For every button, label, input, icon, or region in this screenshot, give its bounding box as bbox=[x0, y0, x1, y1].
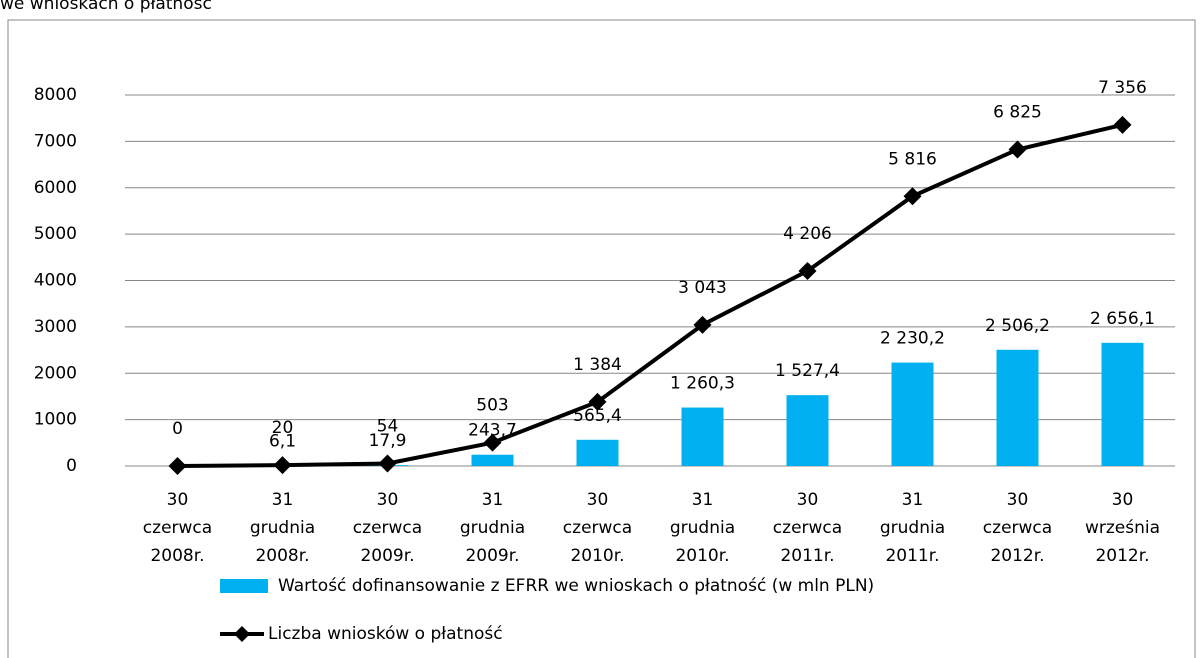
line-marker bbox=[168, 457, 187, 475]
y-tick-label: 7000 bbox=[34, 131, 77, 151]
x-tick-label: 30 bbox=[797, 490, 819, 510]
line-value-label: 7 356 bbox=[1098, 78, 1147, 98]
x-tick-label: czerwca bbox=[773, 518, 842, 538]
bar bbox=[471, 454, 514, 466]
x-tick-label: 2009r. bbox=[465, 546, 519, 566]
line-marker bbox=[903, 187, 922, 206]
x-tick-label: grudnia bbox=[670, 518, 735, 538]
x-tick-label: 30 bbox=[167, 490, 189, 510]
bar bbox=[576, 439, 619, 466]
line-marker bbox=[1008, 140, 1027, 159]
x-tick-label: czerwca bbox=[143, 518, 212, 538]
line-value-label: 1 384 bbox=[573, 355, 622, 375]
line-value-label: 0 bbox=[172, 419, 183, 439]
x-tick-label: grudnia bbox=[250, 518, 315, 538]
y-tick-label: 8000 bbox=[34, 85, 77, 105]
legend-swatch bbox=[220, 579, 268, 593]
x-tick-label: 2010r. bbox=[570, 546, 624, 566]
line-value-label: 4 206 bbox=[783, 224, 832, 244]
x-tick-label: 2011r. bbox=[885, 546, 939, 566]
x-tick-label: czerwca bbox=[563, 518, 632, 538]
x-tick-label: 2012r. bbox=[1095, 546, 1149, 566]
x-tick-label: września bbox=[1085, 518, 1160, 538]
bar-value-label: 17,9 bbox=[369, 431, 407, 451]
bar bbox=[891, 362, 934, 466]
x-tick-label: czerwca bbox=[353, 518, 422, 538]
y-tick-label: 6000 bbox=[34, 178, 77, 198]
y-tick-label: 0 bbox=[66, 456, 77, 476]
bar bbox=[1101, 342, 1144, 466]
line-marker bbox=[1113, 115, 1132, 134]
line-value-label: 5 816 bbox=[888, 149, 937, 169]
x-tick-label: 2011r. bbox=[780, 546, 834, 566]
x-tick-label: 30 bbox=[377, 490, 399, 510]
x-tick-label: 2012r. bbox=[990, 546, 1044, 566]
y-tick-label: 2000 bbox=[34, 363, 77, 383]
x-tick-label: 2008r. bbox=[255, 546, 309, 566]
x-tick-label: 30 bbox=[587, 490, 609, 510]
bar-value-label: 2 656,1 bbox=[1090, 309, 1155, 329]
y-tick-label: 1000 bbox=[34, 410, 77, 430]
x-tick-label: grudnia bbox=[880, 518, 945, 538]
bar-value-label: 243,7 bbox=[468, 421, 517, 441]
x-tick-label: 31 bbox=[902, 490, 924, 510]
x-tick-label: 2010r. bbox=[675, 546, 729, 566]
bar-value-label: 1 260,3 bbox=[670, 374, 735, 394]
bar bbox=[681, 407, 724, 466]
legend-label: Wartość dofinansowanie z EFRR we wnioska… bbox=[278, 576, 874, 596]
bar bbox=[996, 349, 1039, 466]
bar-value-label: 6,1 bbox=[269, 432, 296, 452]
y-tick-label: 5000 bbox=[34, 224, 77, 244]
line-value-label: 20 bbox=[272, 418, 294, 438]
x-tick-label: 31 bbox=[692, 490, 714, 510]
line-marker bbox=[798, 261, 817, 280]
legend-marker bbox=[234, 626, 250, 642]
line bbox=[177, 122, 1123, 468]
line-marker bbox=[378, 454, 397, 473]
x-tick-label: 30 bbox=[1112, 490, 1134, 510]
x-tick-label: 31 bbox=[482, 490, 504, 510]
line-value-label: 503 bbox=[476, 396, 508, 416]
x-tick-label: grudnia bbox=[460, 518, 525, 538]
line-marker bbox=[588, 392, 607, 411]
x-tick-label: czerwca bbox=[983, 518, 1052, 538]
x-tick-label: 2008r. bbox=[150, 546, 204, 566]
line-value-label: 6 825 bbox=[993, 102, 1042, 122]
line-marker bbox=[273, 456, 292, 475]
y-tick-label: 4000 bbox=[34, 271, 77, 291]
y-tick-label: 3000 bbox=[34, 317, 77, 337]
bar-value-label: 565,4 bbox=[573, 406, 622, 426]
line-marker bbox=[483, 433, 502, 452]
caption: we wnioskach o płatność bbox=[0, 0, 212, 14]
line-value-label: 3 043 bbox=[678, 278, 727, 298]
x-tick-label: 2009r. bbox=[360, 546, 414, 566]
bar-value-label: 1 527,4 bbox=[775, 361, 840, 381]
x-tick-label: 30 bbox=[1007, 490, 1029, 510]
line-value-label: 54 bbox=[377, 416, 399, 436]
chart-frame bbox=[7, 19, 1196, 658]
line-marker bbox=[693, 315, 712, 334]
bar-value-label: 2 230,2 bbox=[880, 329, 945, 349]
bar bbox=[786, 395, 829, 466]
x-tick-label: 31 bbox=[272, 490, 294, 510]
legend-label: Liczba wniosków o płatność bbox=[268, 624, 503, 644]
bar-value-label: 2 506,2 bbox=[985, 316, 1050, 336]
